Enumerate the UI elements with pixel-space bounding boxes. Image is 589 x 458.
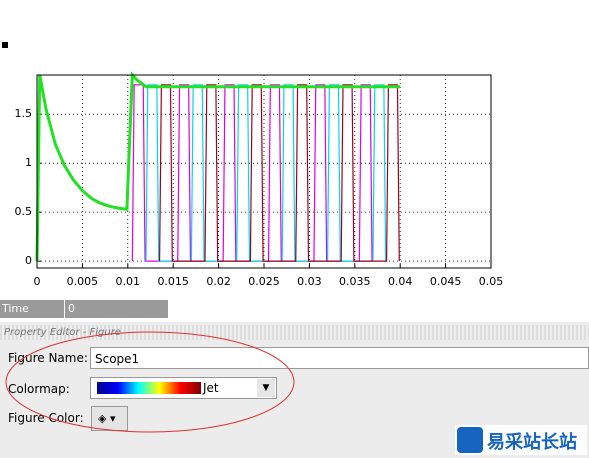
x-tick-label: 0.045 bbox=[430, 275, 462, 288]
colormap-value: Jet bbox=[203, 381, 219, 395]
figure-color-label: Figure Color: bbox=[8, 411, 84, 425]
watermark-logo bbox=[457, 427, 483, 453]
highlight-ellipse bbox=[5, 331, 295, 433]
x-tick-label: 0.035 bbox=[339, 275, 371, 288]
y-tick-label: 0.5 bbox=[15, 205, 33, 218]
figure-name-label: Figure Name: bbox=[8, 351, 88, 365]
x-tick-label: 0.025 bbox=[248, 275, 280, 288]
y-tick-label: 1.5 bbox=[15, 107, 33, 120]
dropdown-arrow: ▼ bbox=[257, 379, 275, 397]
marker bbox=[2, 42, 8, 48]
annotation bbox=[5, 331, 295, 433]
x-tick-label: 0.05 bbox=[479, 275, 504, 288]
y-tick-label: 1 bbox=[25, 156, 32, 169]
x-tick-label: 0.04 bbox=[388, 275, 413, 288]
figure-name-input[interactable]: Scope1 bbox=[90, 347, 589, 369]
property-editor-title: Property Editor - Figure bbox=[0, 325, 589, 340]
series-line bbox=[35, 71, 401, 262]
chart: 0 0.005 0.01 0.015 0.02 0.025 0.03 0.035 0.04 0.0… bbox=[2, 42, 504, 288]
axes-frame bbox=[36, 74, 492, 269]
watermark-text: 易采站长站 bbox=[487, 432, 577, 453]
colormap-label: Colormap: bbox=[8, 382, 70, 396]
x-tick-label: 0.015 bbox=[157, 275, 189, 288]
colormap-dropdown[interactable]: Jet ▼ bbox=[90, 377, 277, 399]
y-tick-label: 0 bbox=[25, 254, 32, 267]
x-tick-label: 0 bbox=[34, 275, 41, 288]
colormap-swatch bbox=[97, 382, 201, 394]
series-line bbox=[158, 84, 400, 262]
time-offset-label: Time offset: bbox=[0, 300, 64, 333]
x-tick-label: 0.02 bbox=[206, 275, 231, 288]
x-tick-label: 0.03 bbox=[297, 275, 322, 288]
watermark-box: 易采站长站 bbox=[455, 425, 587, 455]
time-offset-field[interactable]: 0 bbox=[65, 300, 168, 318]
x-tick-label: 0.01 bbox=[116, 275, 141, 288]
x-tick-label: 0.005 bbox=[67, 275, 99, 288]
